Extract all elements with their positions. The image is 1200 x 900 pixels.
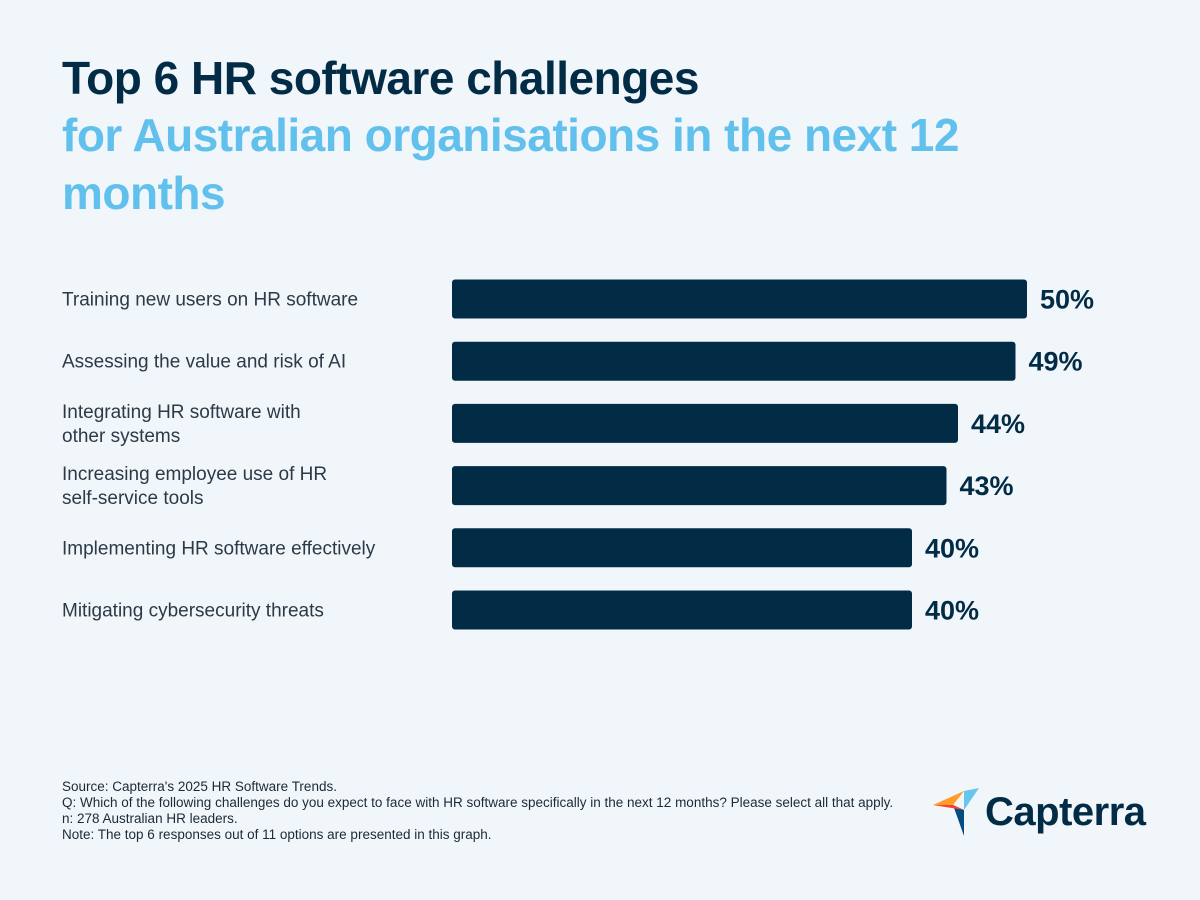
logo-text: Capterra	[985, 789, 1146, 834]
value-label-3: 44%	[971, 409, 1025, 439]
question-note: Q: Which of the following challenges do …	[62, 795, 894, 810]
category-label-2: Assessing the value and risk of AI	[62, 352, 346, 373]
category-label-1: Training new users on HR software	[62, 290, 358, 311]
bar-6	[452, 590, 912, 630]
capterra-logo: Capterra	[933, 786, 1146, 838]
value-label-5: 40%	[925, 533, 979, 563]
chart-footer: Source: Capterra's 2025 HR Software Tren…	[62, 779, 912, 843]
source-note: Source: Capterra's 2025 HR Software Tren…	[62, 779, 337, 794]
title-line-1: Top 6 HR software challenges	[62, 52, 699, 104]
category-label-3: Integrating HR software with other system…	[62, 402, 301, 447]
value-label-6: 40%	[925, 596, 979, 626]
category-label-4: Increasing employee use of HR self-servic…	[62, 464, 327, 509]
bar-3	[452, 403, 958, 443]
bar-4	[452, 466, 947, 506]
bar-1	[452, 279, 1027, 319]
value-label-1: 50%	[1040, 285, 1094, 315]
capterra-arrow-icon	[933, 788, 979, 836]
bar-5	[452, 528, 912, 568]
value-label-2: 49%	[1029, 347, 1083, 377]
value-label-4: 43%	[960, 471, 1014, 501]
bar-2	[452, 341, 1016, 381]
category-label-5: Implementing HR software effectively	[62, 538, 376, 559]
chart-title: Top 6 HR software challenges for Austral…	[62, 50, 1142, 222]
top6-note: Note: The top 6 responses out of 11 opti…	[62, 827, 492, 842]
category-label-6: Mitigating cybersecurity threats	[62, 601, 324, 622]
sample-note: n: 278 Australian HR leaders.	[62, 811, 238, 826]
title-line-2: for Australian organisations in the next…	[62, 109, 959, 219]
